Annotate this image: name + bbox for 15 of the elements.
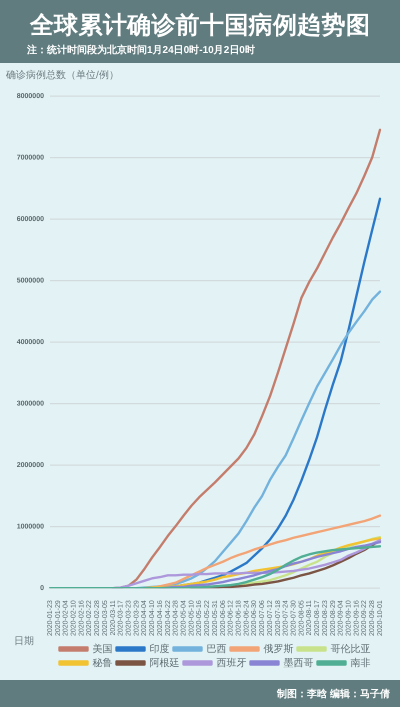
- legend-label: 阿根廷: [150, 656, 180, 669]
- legend-label: 美国: [92, 642, 112, 655]
- legend-label: 西班牙: [216, 656, 246, 669]
- chart-title: 全球累计确诊前十国病例趋势图: [28, 11, 372, 41]
- text: 制图：李晗 编辑：马子倩: [277, 689, 390, 700]
- legend-label: 印度: [150, 642, 170, 655]
- legend-label: 巴西: [206, 644, 226, 655]
- x-axis-title: 日期: [14, 634, 34, 648]
- legend-label: 墨西哥: [284, 658, 314, 669]
- legend-label: 哥伦比亚: [330, 642, 370, 655]
- legend-label: 秘鲁: [92, 656, 112, 669]
- y-axis-title: 确诊病例总数（单位/例）: [6, 68, 119, 82]
- legend-label: 俄罗斯: [264, 642, 294, 655]
- legend-label: 南非: [350, 656, 370, 669]
- chart-subtitle: 注：统计时间段为北京时间1月24日0时-10月2日0时: [27, 43, 255, 57]
